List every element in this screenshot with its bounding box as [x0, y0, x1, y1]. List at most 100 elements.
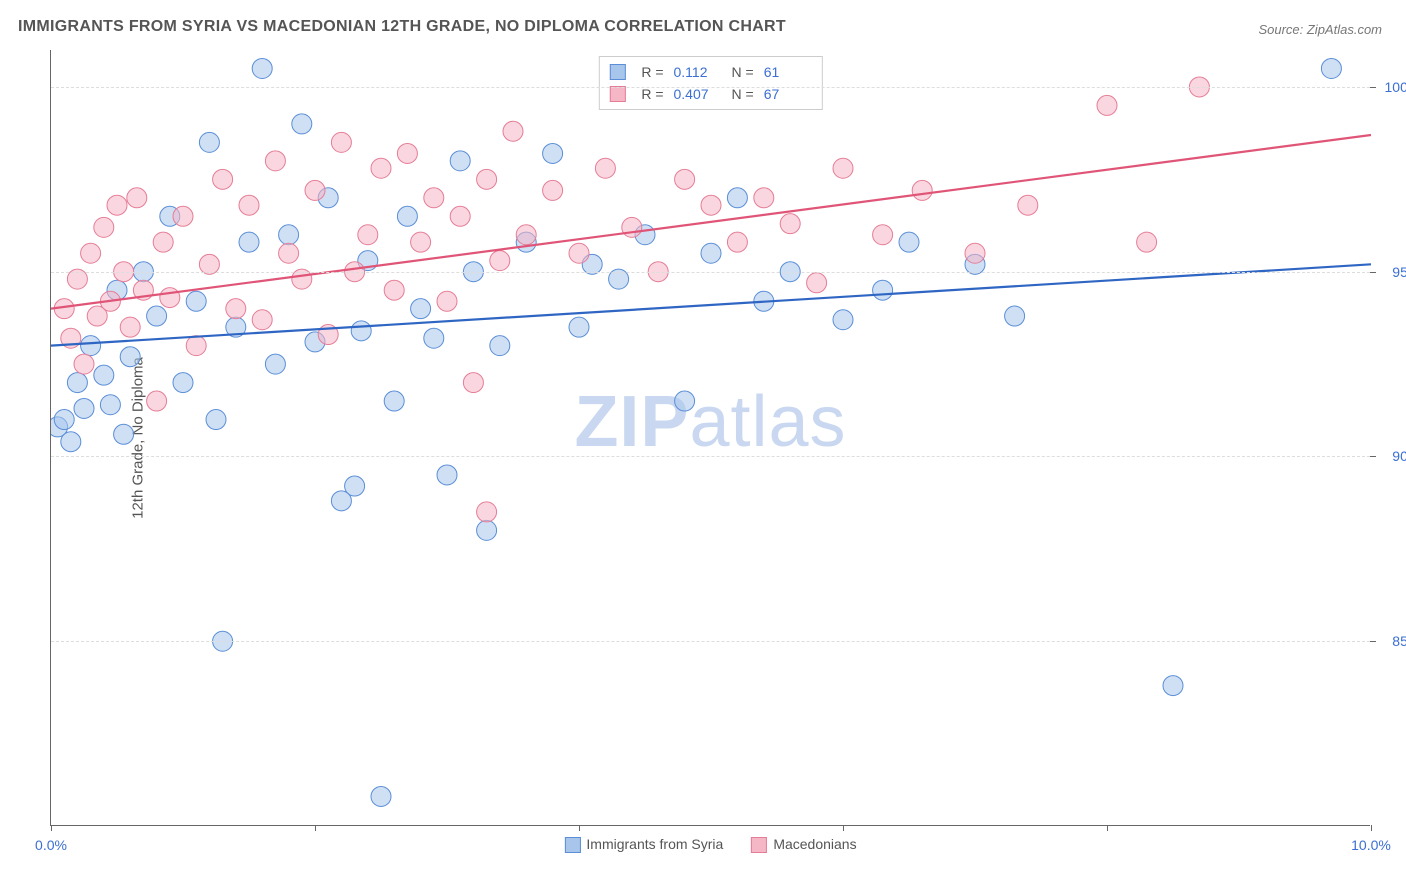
scatter-point-syria: [147, 306, 167, 326]
bottom-legend: Immigrants from Syria Macedonians: [564, 836, 856, 853]
scatter-point-macedonian: [384, 280, 404, 300]
scatter-point-macedonian: [516, 225, 536, 245]
scatter-point-syria: [397, 206, 417, 226]
scatter-point-syria: [543, 143, 563, 163]
gridline-h: [51, 272, 1370, 273]
scatter-point-syria: [173, 373, 193, 393]
scatter-point-macedonian: [754, 188, 774, 208]
scatter-point-macedonian: [503, 121, 523, 141]
scatter-point-macedonian: [463, 373, 483, 393]
scatter-point-macedonian: [912, 180, 932, 200]
scatter-point-syria: [54, 410, 74, 430]
x-tick: [315, 825, 316, 831]
scatter-point-syria: [1321, 58, 1341, 78]
y-tick-label: 85.0%: [1392, 633, 1406, 649]
scatter-point-macedonian: [120, 317, 140, 337]
swatch-syria: [564, 837, 580, 853]
scatter-point-macedonian: [1018, 195, 1038, 215]
swatch-macedonian: [609, 86, 625, 102]
x-tick: [579, 825, 580, 831]
stat-row-syria: R =0.112N =61: [609, 61, 811, 83]
scatter-point-macedonian: [450, 206, 470, 226]
scatter-point-syria: [292, 114, 312, 134]
scatter-point-macedonian: [160, 288, 180, 308]
scatter-point-syria: [899, 232, 919, 252]
y-tick-label: 100.0%: [1385, 79, 1406, 95]
scatter-point-macedonian: [727, 232, 747, 252]
scatter-point-syria: [833, 310, 853, 330]
scatter-point-macedonian: [226, 299, 246, 319]
scatter-point-macedonian: [569, 243, 589, 263]
stats-legend-box: R =0.112N =61R =0.407N =67: [598, 56, 822, 110]
scatter-point-syria: [490, 336, 510, 356]
scatter-point-macedonian: [807, 273, 827, 293]
scatter-point-syria: [701, 243, 721, 263]
stat-n-value: 61: [764, 61, 812, 83]
scatter-point-syria: [569, 317, 589, 337]
scatter-point-macedonian: [127, 188, 147, 208]
scatter-point-macedonian: [331, 132, 351, 152]
y-tick: [1370, 272, 1376, 273]
stat-r-value: 0.112: [674, 61, 722, 83]
scatter-point-syria: [74, 398, 94, 418]
y-tick: [1370, 87, 1376, 88]
scatter-point-macedonian: [622, 217, 642, 237]
scatter-point-macedonian: [74, 354, 94, 374]
scatter-point-macedonian: [543, 180, 563, 200]
scatter-point-macedonian: [873, 225, 893, 245]
trend-line-macedonian: [51, 135, 1371, 309]
scatter-point-macedonian: [477, 502, 497, 522]
scatter-point-macedonian: [279, 243, 299, 263]
swatch-syria: [609, 64, 625, 80]
scatter-point-syria: [206, 410, 226, 430]
scatter-point-macedonian: [186, 336, 206, 356]
stat-r-label: R =: [641, 61, 663, 83]
scatter-point-syria: [252, 58, 272, 78]
scatter-point-macedonian: [1137, 232, 1157, 252]
scatter-point-macedonian: [147, 391, 167, 411]
legend-label: Immigrants from Syria: [586, 836, 723, 852]
y-tick: [1370, 641, 1376, 642]
x-tick: [1107, 825, 1108, 831]
scatter-point-syria: [437, 465, 457, 485]
scatter-point-syria: [100, 395, 120, 415]
scatter-point-syria: [239, 232, 259, 252]
scatter-point-syria: [1005, 306, 1025, 326]
scatter-point-syria: [120, 347, 140, 367]
plot-area: 12th Grade, No Diploma ZIPatlas R =0.112…: [50, 50, 1370, 826]
scatter-point-macedonian: [358, 225, 378, 245]
chart-title: IMMIGRANTS FROM SYRIA VS MACEDONIAN 12TH…: [18, 18, 786, 36]
scatter-point-macedonian: [1097, 95, 1117, 115]
scatter-point-syria: [384, 391, 404, 411]
scatter-point-macedonian: [81, 243, 101, 263]
scatter-point-syria: [186, 291, 206, 311]
x-tick: [51, 825, 52, 831]
legend-label: Macedonians: [773, 836, 856, 852]
scatter-point-macedonian: [213, 169, 233, 189]
scatter-point-macedonian: [397, 143, 417, 163]
scatter-point-macedonian: [94, 217, 114, 237]
legend-item-syria: Immigrants from Syria: [564, 836, 723, 853]
x-tick: [843, 825, 844, 831]
scatter-point-macedonian: [490, 251, 510, 271]
scatter-point-macedonian: [675, 169, 695, 189]
scatter-point-macedonian: [965, 243, 985, 263]
x-tick-label: 0.0%: [35, 837, 67, 853]
scatter-point-macedonian: [371, 158, 391, 178]
scatter-point-macedonian: [424, 188, 444, 208]
scatter-point-syria: [67, 373, 87, 393]
scatter-point-macedonian: [477, 169, 497, 189]
scatter-point-macedonian: [305, 180, 325, 200]
scatter-point-macedonian: [153, 232, 173, 252]
gridline-h: [51, 641, 1370, 642]
y-tick-label: 90.0%: [1392, 448, 1406, 464]
x-tick: [1371, 825, 1372, 831]
scatter-point-macedonian: [173, 206, 193, 226]
scatter-point-syria: [424, 328, 444, 348]
scatter-point-macedonian: [265, 151, 285, 171]
scatter-point-syria: [279, 225, 299, 245]
swatch-macedonian: [751, 837, 767, 853]
x-tick-label: 10.0%: [1351, 837, 1391, 853]
scatter-point-syria: [345, 476, 365, 496]
scatter-point-syria: [411, 299, 431, 319]
